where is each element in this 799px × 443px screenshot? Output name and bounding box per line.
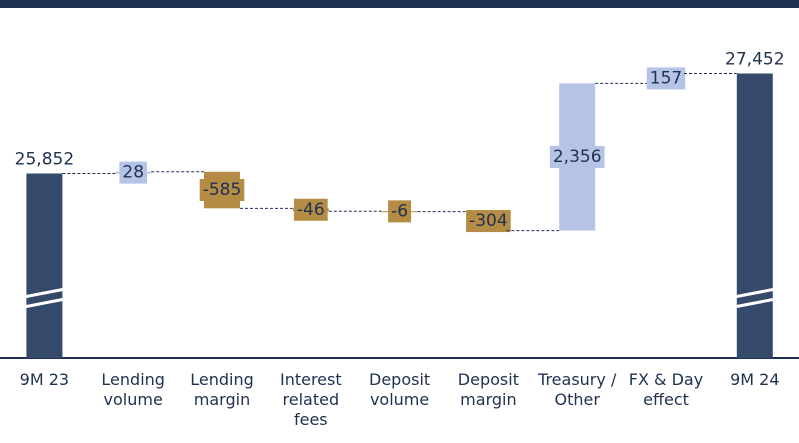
bar (736, 73, 773, 358)
x-tick-label: Lending margin (190, 370, 254, 409)
x-tick-label: Deposit margin (457, 370, 519, 409)
value-label-bg (466, 210, 511, 233)
value-label: 157 (650, 68, 682, 88)
bar (26, 173, 63, 358)
header-band (0, 0, 799, 8)
x-tick-label: 9M 23 (19, 370, 70, 389)
value-label-bg (293, 198, 328, 221)
x-tick-label: Interest related fees (279, 370, 342, 429)
value-label-bg (119, 161, 148, 184)
axis-break (728, 286, 782, 300)
axis-break (18, 296, 71, 310)
value-label: 27,452 (725, 50, 784, 70)
value-label-bg (199, 179, 245, 202)
value-label-bg (549, 145, 605, 168)
x-tick-label: 9M 24 (730, 370, 780, 389)
value-label: -585 (203, 180, 242, 200)
value-label: 25,852 (15, 150, 74, 170)
value-label: -6 (391, 201, 408, 221)
value-label: -46 (297, 200, 325, 220)
value-label: 2,356 (553, 147, 602, 167)
axis-break (728, 296, 782, 310)
x-tick-label: Treasury / Other (538, 370, 617, 409)
value-label-bg (646, 67, 686, 90)
value-label: 28 (122, 163, 144, 183)
value-label-bg (388, 200, 412, 223)
x-tick-label: Deposit volume (369, 370, 431, 409)
x-tick-label: Lending volume (101, 370, 165, 409)
x-tick-label: FX & Day effect (628, 370, 704, 409)
axis-break (18, 286, 71, 300)
value-label: -304 (469, 211, 508, 231)
